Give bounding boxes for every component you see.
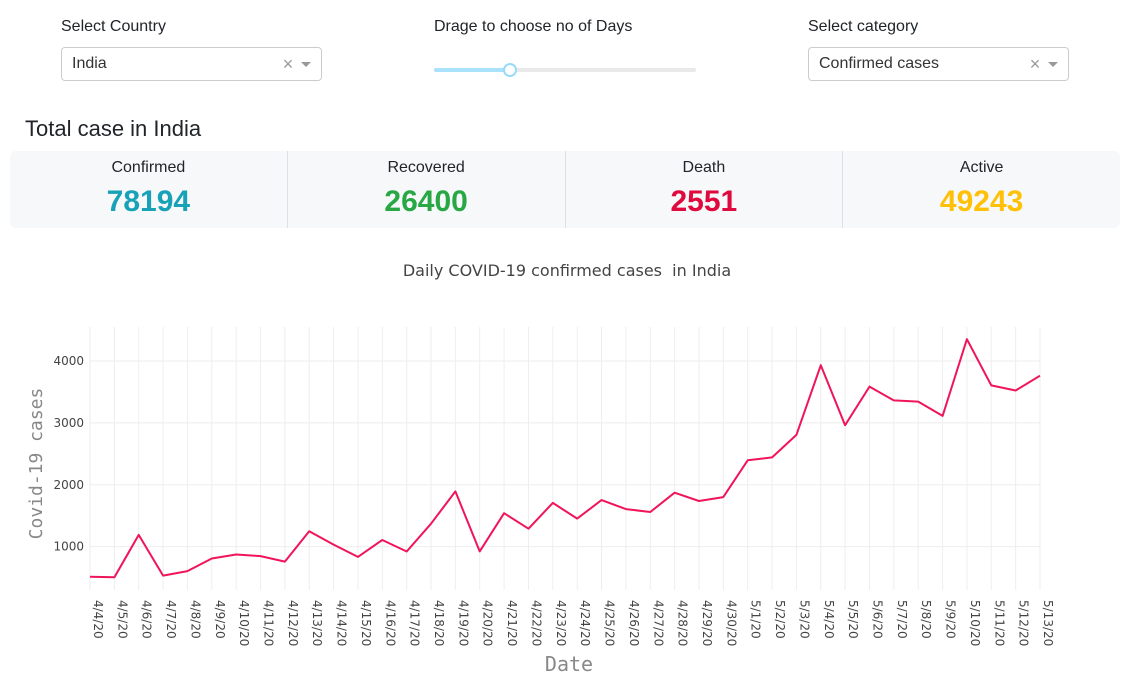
x-tick-label: 4/15/20 <box>359 600 373 646</box>
x-tick-label: 5/13/20 <box>1041 600 1055 646</box>
stat-confirmed: Confirmed 78194 <box>10 151 288 228</box>
x-tick-label: 5/11/20 <box>992 600 1006 646</box>
stat-death: Death 2551 <box>566 151 844 228</box>
chart-title: Daily COVID-19 confirmed cases in India <box>402 261 732 280</box>
days-slider-handle[interactable] <box>502 63 517 77</box>
stat-recovered: Recovered 26400 <box>288 151 566 228</box>
x-tick-label: 4/18/20 <box>432 600 446 646</box>
category-select-value: Confirmed cases <box>819 55 940 72</box>
x-tick-label: 4/29/20 <box>700 600 714 646</box>
x-tick-label: 4/9/20 <box>213 600 227 639</box>
clear-icon[interactable]: × <box>282 53 294 74</box>
days-slider-fill <box>434 68 510 72</box>
x-tick-label: 5/6/20 <box>870 600 884 639</box>
x-tick-label: 4/14/20 <box>335 600 349 646</box>
x-tick-label: 4/10/20 <box>237 600 251 646</box>
x-tick-label: 4/27/20 <box>651 600 665 646</box>
stat-value: 2551 <box>670 185 738 218</box>
y-tick-label: 4000 <box>53 354 84 368</box>
x-tick-label: 5/12/20 <box>1017 600 1031 646</box>
x-tick-label: 4/26/20 <box>627 600 641 646</box>
x-tick-label: 4/30/20 <box>724 600 738 646</box>
country-select[interactable]: India × <box>61 47 322 81</box>
x-tick-label: 4/8/20 <box>188 600 202 639</box>
stat-active: Active 49243 <box>843 151 1120 228</box>
stat-value: 78194 <box>106 185 191 218</box>
x-tick-label: 5/8/20 <box>919 600 933 639</box>
x-tick-label: 5/1/20 <box>749 600 763 639</box>
chevron-down-icon[interactable] <box>301 61 311 67</box>
country-select-value: India <box>72 55 107 72</box>
x-tick-label: 4/25/20 <box>603 600 617 646</box>
x-tick-label: 4/24/20 <box>578 600 592 646</box>
clear-icon[interactable]: × <box>1029 53 1041 74</box>
x-tick-label: 4/4/20 <box>91 600 105 639</box>
x-tick-label: 5/3/20 <box>797 600 811 639</box>
y-tick-label: 2000 <box>53 478 84 492</box>
stat-label: Active <box>959 159 1004 176</box>
stat-value: 49243 <box>939 185 1024 218</box>
stat-label: Confirmed <box>111 159 186 176</box>
x-tick-label: 4/16/20 <box>383 600 397 646</box>
x-tick-label: 5/9/20 <box>944 600 958 639</box>
x-tick-label: 5/7/20 <box>895 600 909 639</box>
x-tick-label: 5/10/20 <box>968 600 982 646</box>
x-tick-label: 5/4/20 <box>822 600 836 639</box>
x-tick-label: 5/2/20 <box>773 600 787 639</box>
stat-value: 26400 <box>384 185 468 218</box>
summary-heading: Total case in India <box>25 116 202 141</box>
x-tick-label: 4/12/20 <box>286 600 300 646</box>
days-slider-track[interactable] <box>434 68 696 72</box>
x-tick-label: 4/21/20 <box>505 600 519 646</box>
x-tick-label: 4/23/20 <box>554 600 568 646</box>
x-tick-label: 4/28/20 <box>676 600 690 646</box>
series-line <box>89 338 1041 579</box>
x-tick-label: 4/11/20 <box>262 600 276 646</box>
y-tick-label: 1000 <box>53 540 84 554</box>
x-tick-label: 4/5/20 <box>115 600 129 639</box>
x-tick-label: 4/17/20 <box>408 600 422 646</box>
x-tick-label: 4/7/20 <box>164 600 178 639</box>
stat-label: Recovered <box>387 159 465 176</box>
x-tick-label: 4/22/20 <box>529 600 543 646</box>
country-label: Select Country <box>61 18 166 35</box>
stat-label: Death <box>682 159 726 176</box>
category-label: Select category <box>808 18 919 35</box>
x-tick-label: 4/20/20 <box>481 600 495 646</box>
x-tick-label: 4/19/20 <box>456 600 470 646</box>
chevron-down-icon[interactable] <box>1048 61 1058 67</box>
days-label: Drage to choose no of Days <box>434 18 633 35</box>
y-axis-title: Covid-19 cases <box>26 388 47 540</box>
x-tick-label: 4/13/20 <box>310 600 324 646</box>
x-tick-label: 5/5/20 <box>846 600 860 639</box>
summary-stats: Confirmed 78194 Recovered 26400 Death 25… <box>10 151 1120 228</box>
x-axis-title: Date <box>545 652 593 676</box>
category-select[interactable]: Confirmed cases × <box>808 47 1069 81</box>
x-tick-label: 4/6/20 <box>140 600 154 639</box>
y-tick-label: 3000 <box>53 416 84 430</box>
